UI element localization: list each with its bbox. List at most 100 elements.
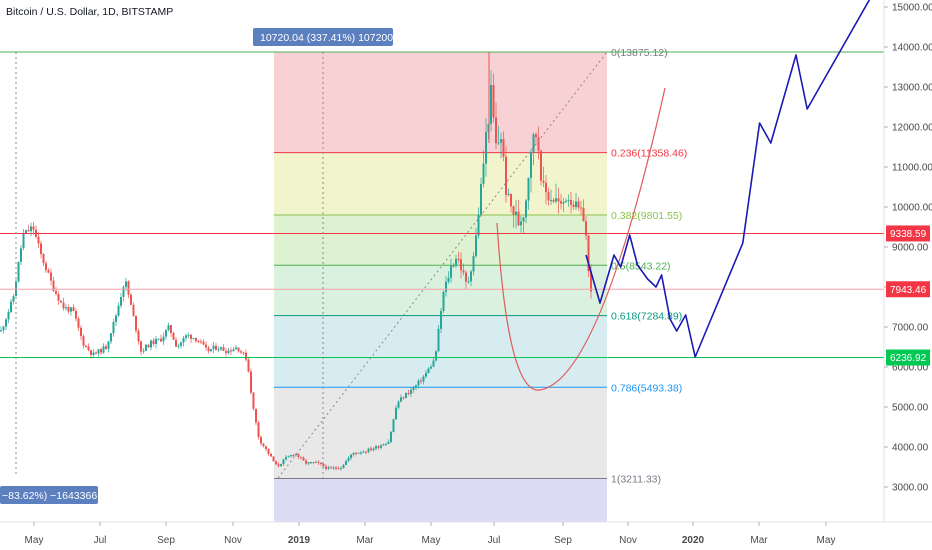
- candle-body: [467, 281, 470, 283]
- candle-body: [350, 454, 352, 459]
- x-tick-label: May: [422, 535, 441, 546]
- candle-body: [345, 461, 347, 465]
- candle-body: [500, 139, 502, 143]
- y-tick-label: 4000.00: [892, 443, 929, 454]
- x-tick-label: Sep: [157, 535, 175, 546]
- candle-body: [465, 272, 467, 282]
- candle-body: [47, 270, 50, 273]
- candle-body: [457, 258, 460, 260]
- candle-body: [32, 226, 35, 230]
- candle-body: [40, 243, 42, 255]
- candle-body: [262, 443, 265, 447]
- fib-level-label: 1(3211.33): [611, 474, 661, 486]
- candle-body: [435, 351, 437, 361]
- candle-body: [422, 376, 425, 382]
- candle-body: [295, 453, 297, 456]
- candle-body: [370, 448, 372, 450]
- candle-body: [85, 345, 87, 347]
- candle-body: [172, 333, 175, 340]
- candle-body: [517, 211, 520, 226]
- candle-body: [202, 341, 205, 345]
- candle-body: [187, 334, 190, 336]
- price-tag-label: 9338.59: [890, 229, 927, 240]
- candle-body: [27, 230, 30, 232]
- candle-body: [257, 422, 260, 438]
- candle-body: [0, 330, 2, 332]
- candle-body: [497, 142, 500, 144]
- candle-body: [60, 300, 62, 303]
- fib-level-label: 0(13875.12): [611, 47, 668, 59]
- candle-body: [137, 330, 140, 342]
- candle-body: [332, 467, 335, 469]
- candle-body: [95, 352, 97, 354]
- candle-body: [380, 445, 382, 448]
- candle-body: [217, 349, 220, 351]
- candle-body: [30, 226, 32, 232]
- candle-body: [577, 201, 580, 208]
- candle-body: [102, 346, 105, 353]
- candle-body: [160, 338, 162, 342]
- x-tick-label: Mar: [750, 535, 768, 546]
- candle-body: [342, 464, 345, 468]
- candle-body: [502, 139, 505, 157]
- candle-body: [222, 347, 225, 351]
- candle-body: [267, 448, 270, 454]
- candle-body: [535, 134, 537, 138]
- candle-body: [115, 315, 117, 322]
- fib-level-label: 0.618(7284.89): [611, 311, 682, 323]
- y-tick-label: 3000.00: [892, 483, 929, 494]
- candle-body: [505, 156, 507, 195]
- candle-body: [515, 211, 517, 215]
- candle-body: [490, 85, 492, 124]
- candle-body: [440, 311, 442, 329]
- candle-body: [557, 198, 560, 202]
- candle-body: [130, 294, 132, 305]
- candle-body: [357, 452, 360, 454]
- y-tick-label: 10000.00: [892, 203, 932, 214]
- y-tick-label: 5000.00: [892, 403, 929, 414]
- fib-zone: [274, 478, 607, 522]
- candle-body: [387, 441, 390, 444]
- fib-zone: [274, 214, 607, 266]
- price-tag-label: 7943.46: [890, 285, 927, 296]
- candle-body: [105, 346, 107, 349]
- candle-body: [165, 330, 167, 337]
- candle-body: [122, 287, 125, 298]
- candle-body: [215, 345, 217, 350]
- x-tick-label: Jul: [488, 535, 501, 546]
- candle-body: [185, 335, 187, 339]
- candle-body: [375, 446, 377, 449]
- candle-body: [327, 467, 330, 469]
- candle-body: [520, 221, 522, 226]
- range-measure-top: 10720.04 (337.41%) 1072004: [253, 28, 399, 46]
- candlestick-series: [0, 52, 592, 471]
- candle-body: [140, 341, 142, 352]
- candle-body: [330, 467, 332, 469]
- candle-body: [107, 341, 110, 349]
- candle-body: [472, 255, 475, 272]
- candle-body: [157, 338, 160, 340]
- candle-body: [302, 457, 305, 461]
- candle-body: [527, 177, 530, 201]
- candle-body: [565, 200, 567, 202]
- candle-body: [182, 338, 185, 343]
- x-tick-label: Jul: [94, 535, 107, 546]
- candle-body: [240, 351, 242, 353]
- candle-body: [477, 214, 480, 236]
- candle-body: [220, 347, 222, 350]
- candle-body: [282, 459, 285, 465]
- x-tick-label: Sep: [554, 535, 572, 546]
- projection-path: [585, 0, 871, 358]
- y-tick-label: 7000.00: [892, 323, 929, 334]
- candle-body: [495, 117, 497, 144]
- candle-body: [227, 350, 230, 354]
- candle-body: [190, 334, 192, 339]
- candle-body: [52, 280, 55, 291]
- y-tick-label: 15000.00: [892, 3, 932, 14]
- x-tick-label: Nov: [224, 535, 242, 546]
- candle-body: [285, 457, 287, 460]
- y-tick-label: 14000.00: [892, 43, 932, 54]
- candle-body: [237, 347, 240, 352]
- candle-body: [507, 193, 510, 195]
